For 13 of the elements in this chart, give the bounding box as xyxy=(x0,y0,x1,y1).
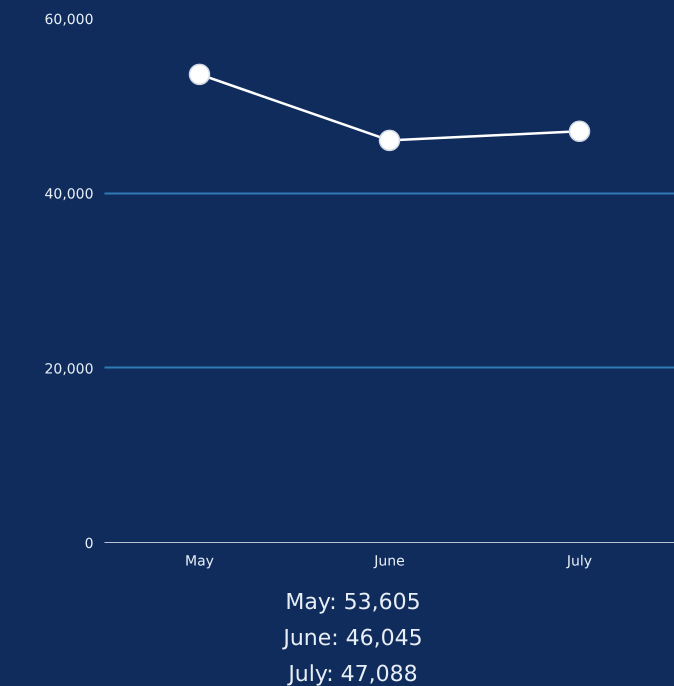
point xyxy=(568,120,590,142)
point xyxy=(188,64,210,86)
point xyxy=(378,130,400,152)
text: May: 53,605 xyxy=(284,589,422,617)
y-tick-label: 0 xyxy=(84,536,94,552)
text: July: 47,088 xyxy=(286,661,419,686)
y-tick-label: 40,000 xyxy=(44,186,94,203)
x-tick-label: May xyxy=(185,554,214,570)
y-tick-label: 20,000 xyxy=(44,361,94,378)
x-tick-label: July xyxy=(566,554,592,570)
text: June: 46,045 xyxy=(283,625,423,653)
y-tick-label: 60,000 xyxy=(44,12,94,28)
x-tick-label: June xyxy=(373,554,405,570)
